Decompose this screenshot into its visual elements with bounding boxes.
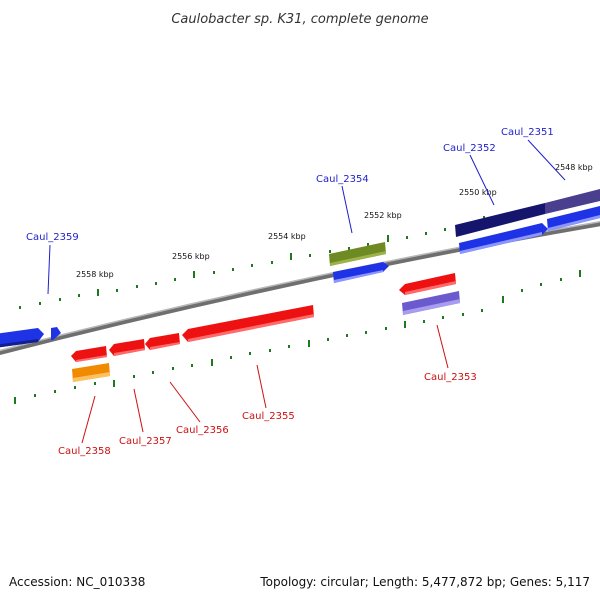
gene-arrow[interactable] [145, 333, 180, 350]
map-title: Caulobacter sp. K31, complete genome [171, 12, 428, 27]
gene-label-caul-2358[interactable]: Caul_2358 [58, 446, 111, 457]
gene-bar[interactable] [72, 363, 110, 382]
gene-arrow[interactable] [459, 223, 548, 254]
label-leaders [47, 139, 566, 444]
scale-label: 2550 kbp [459, 188, 497, 197]
gene-arrow[interactable] [51, 327, 61, 340]
scale-label: 2558 kbp [76, 270, 114, 279]
gene-label-caul-2354[interactable]: Caul_2354 [316, 174, 369, 185]
gene-label-caul-2351[interactable]: Caul_2351 [501, 127, 554, 138]
scale-label: 2556 kbp [172, 252, 210, 261]
gene-arrow[interactable] [109, 339, 145, 356]
gene-label-caul-2352[interactable]: Caul_2352 [443, 143, 496, 154]
gene-bar[interactable] [455, 203, 545, 237]
scale-label: 2554 kbp [268, 232, 306, 241]
gene-arrow[interactable] [182, 305, 314, 342]
gene-labels: Caul_2351 Caul_2352 Caul_2354 Caul_2359 … [26, 127, 554, 457]
forward-scale-ticks [19, 197, 597, 309]
gene-label-caul-2355[interactable]: Caul_2355 [242, 411, 295, 422]
gene-label-caul-2353[interactable]: Caul_2353 [424, 372, 477, 383]
gene-bar[interactable] [545, 189, 600, 214]
gene-bar[interactable] [402, 291, 460, 315]
gene-arrow[interactable] [333, 262, 389, 283]
reverse-scale-ticks [14, 270, 581, 404]
reverse-genes [71, 273, 460, 382]
gene-label-caul-2356[interactable]: Caul_2356 [176, 425, 229, 436]
scale-label: 2548 kbp [555, 163, 593, 172]
gene-arrow[interactable] [399, 273, 456, 295]
gene-arrow[interactable] [0, 328, 44, 348]
accession-text: Accession: NC_010338 [9, 575, 145, 589]
gene-bar[interactable] [329, 242, 386, 266]
gene-arrow[interactable] [71, 346, 107, 362]
scale-labels: 2548 kbp 2550 kbp 2552 kbp 2554 kbp 2556… [76, 163, 593, 279]
gene-arrow[interactable] [547, 206, 600, 231]
gene-label-caul-2359[interactable]: Caul_2359 [26, 232, 79, 243]
gene-label-caul-2357[interactable]: Caul_2357 [119, 436, 172, 447]
genome-summary-text: Topology: circular; Length: 5,477,872 bp… [259, 575, 590, 589]
forward-genes [0, 189, 600, 348]
scale-label: 2552 kbp [364, 211, 402, 220]
